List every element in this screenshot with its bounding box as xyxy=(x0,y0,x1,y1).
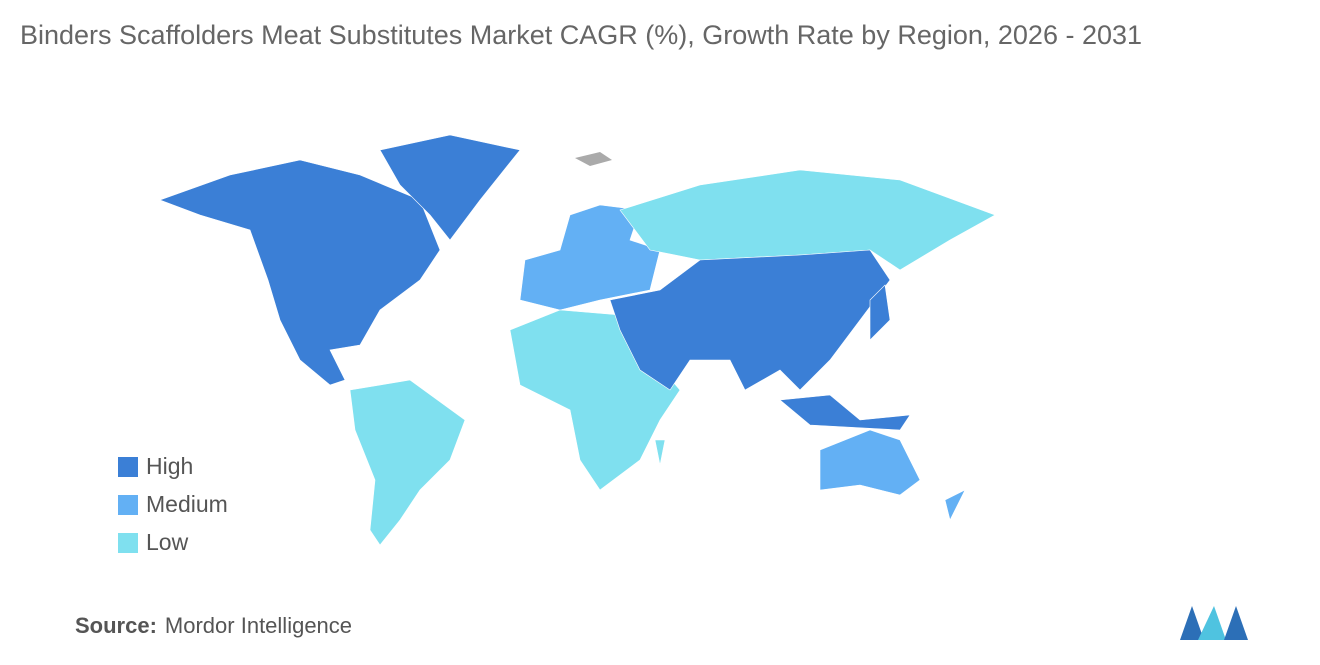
greenland xyxy=(379,134,521,241)
source-label: Source: xyxy=(75,613,157,638)
chart-title: Binders Scaffolders Meat Substitutes Mar… xyxy=(20,20,1143,50)
madagascar xyxy=(654,439,666,466)
asia xyxy=(609,249,891,391)
south-america xyxy=(349,379,466,546)
new-zealand xyxy=(944,489,966,521)
source-text: Mordor Intelligence xyxy=(164,613,353,638)
north-america xyxy=(159,159,441,386)
japan xyxy=(869,284,891,341)
legend-label: Medium xyxy=(146,491,228,517)
australia xyxy=(819,429,921,496)
legend-item: High xyxy=(118,453,193,480)
logo xyxy=(1180,606,1248,640)
southeast-asia-islands xyxy=(779,394,911,431)
russia xyxy=(619,169,996,271)
legend-swatch xyxy=(118,532,138,553)
legend-item: Low xyxy=(118,529,188,556)
svalbard xyxy=(575,152,612,166)
legend-item: Medium xyxy=(118,491,228,518)
source: Source: Mordor Intelligence xyxy=(75,613,352,639)
legend-label: High xyxy=(146,453,194,479)
legend-label: Low xyxy=(146,529,189,555)
legend-swatch xyxy=(118,456,138,477)
legend-swatch xyxy=(118,494,138,515)
